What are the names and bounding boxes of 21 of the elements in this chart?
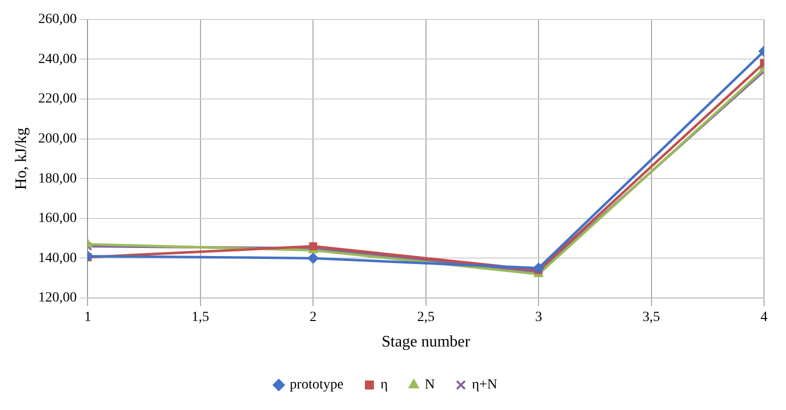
legend-label: prototype [290,378,344,393]
x-tick-label: 1,5 [192,310,210,326]
y-tick-label: 260,00 [38,12,77,28]
y-tick-label: 220,00 [38,92,77,107]
x-axis-title: Stage number [382,334,471,351]
y-tick-label: 140,00 [38,250,77,266]
x-tick-label: 2 [310,310,317,326]
y-tick-label: 200,00 [38,131,77,146]
y-tick-label: 160,00 [38,211,77,226]
y-tick-label: 240,00 [38,52,77,67]
x-tick-label: 3 [535,310,542,326]
y-tick-label: 180,00 [38,171,77,186]
y-axis-title: Ho, kJ/kg [12,128,30,190]
x-tick-label: 1 [84,310,92,326]
legend-label: N [424,378,435,393]
legend-label: η [380,378,388,393]
x-tick-label: 2,5 [417,310,435,326]
x-tick-label: 4 [760,310,768,326]
y-tick-label: 120,00 [38,290,77,306]
x-tick-label: 3,5 [642,310,660,326]
legend-label: η+N [472,378,498,393]
